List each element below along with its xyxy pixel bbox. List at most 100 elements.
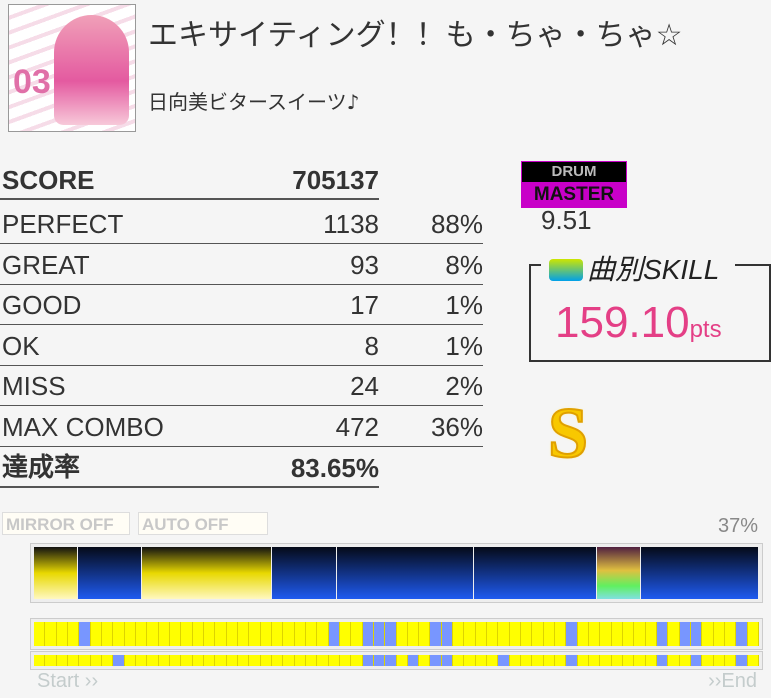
chip-cleared xyxy=(600,622,612,646)
chip-cleared xyxy=(668,622,680,646)
divider xyxy=(0,198,379,200)
chip-cleared xyxy=(532,655,544,666)
chip-cleared xyxy=(453,622,465,646)
song-artist: 日向美ビタースイーツ♪ xyxy=(148,90,360,114)
chip-cleared xyxy=(271,622,284,646)
score-label: SCORE xyxy=(2,165,95,195)
chip-cleared xyxy=(169,622,182,646)
judgement-count: 472 xyxy=(335,412,379,442)
chip-missed xyxy=(328,622,340,646)
divider xyxy=(0,283,483,285)
chip-cleared xyxy=(135,622,148,646)
chip-cleared xyxy=(34,622,46,646)
progress-percent: 37% xyxy=(717,515,758,537)
chip-missed xyxy=(657,655,669,666)
chip-cleared xyxy=(521,655,533,666)
chip-cleared xyxy=(147,622,159,646)
chip-cleared xyxy=(124,655,136,666)
chip-cleared xyxy=(351,655,363,666)
chip-cleared xyxy=(169,655,182,666)
chip-cleared xyxy=(226,622,238,646)
divider xyxy=(0,324,483,326)
chip-missed xyxy=(441,622,454,646)
divider xyxy=(0,446,483,447)
chip-cleared xyxy=(124,622,136,646)
chip-missed xyxy=(736,655,748,666)
chip-cleared xyxy=(328,655,340,666)
chip-cleared xyxy=(464,655,476,666)
judgement-count: 24 xyxy=(350,371,379,402)
chip-cleared xyxy=(611,622,624,646)
chip-cleared xyxy=(192,622,204,646)
judgement-label: GREAT xyxy=(2,249,90,280)
chip-missed xyxy=(679,622,692,646)
chip-cleared xyxy=(181,655,193,666)
section-yellow xyxy=(34,547,78,599)
chip-missed xyxy=(498,655,510,666)
difficulty-name: MASTER xyxy=(522,182,626,207)
chip-cleared xyxy=(271,655,284,666)
chip-cleared xyxy=(407,622,420,646)
chip-cleared xyxy=(101,622,114,646)
section-progress-bar xyxy=(30,543,763,603)
chip-cleared xyxy=(509,655,522,666)
chip-cleared xyxy=(532,622,544,646)
judgement-percent: 2% xyxy=(445,371,483,402)
chip-cleared xyxy=(419,622,431,646)
start-label: Start ›› xyxy=(37,670,99,692)
judgement-percent: 36% xyxy=(430,412,483,442)
chip-missed xyxy=(691,655,703,666)
chip-missed xyxy=(430,655,442,666)
chip-cleared xyxy=(623,622,635,646)
divider xyxy=(0,486,379,488)
chip-cleared xyxy=(725,622,737,646)
chip-missed xyxy=(691,622,703,646)
difficulty-level: 9.51 xyxy=(541,205,592,235)
section-blue xyxy=(271,547,338,599)
chip-cleared xyxy=(634,622,646,646)
chip-missed xyxy=(362,622,374,646)
score-row: SCORE 705137 xyxy=(0,160,483,200)
auto-option: AUTO OFF xyxy=(138,512,268,535)
chip-cleared xyxy=(90,655,102,666)
judgement-count: 93 xyxy=(350,249,379,280)
chip-cleared xyxy=(294,622,306,646)
chip-cleared xyxy=(702,622,714,646)
skill-title: 曲別SKILL xyxy=(587,254,720,285)
song-title: エキサイティング！！も・ちゃ・ちゃ☆ xyxy=(148,18,683,53)
chip-cleared xyxy=(487,655,499,666)
section-blue xyxy=(77,547,142,599)
chip-cleared xyxy=(203,655,216,666)
section-rainbow xyxy=(596,547,642,599)
chip-cleared xyxy=(396,655,408,666)
chip-cleared xyxy=(67,655,80,666)
skill-number: 159.10 xyxy=(555,298,690,347)
rank-icon: S xyxy=(547,392,589,474)
chip-missed xyxy=(441,655,454,666)
achievement-value: 83.65% xyxy=(290,453,379,483)
chip-cleared xyxy=(56,655,68,666)
chip-cleared xyxy=(419,655,431,666)
chip-cleared xyxy=(45,622,57,646)
chip-cleared xyxy=(294,655,306,666)
chip-cleared xyxy=(747,655,759,666)
chip-cleared xyxy=(668,655,680,666)
chip-missed xyxy=(430,622,442,646)
skill-value: 159.10pts xyxy=(555,298,722,348)
judgement-label: MAX COMBO xyxy=(2,412,164,442)
difficulty-badge: DRUM MASTER xyxy=(521,161,627,208)
judgement-row: PERFECT 1138 88% xyxy=(0,204,483,244)
judgement-count: 8 xyxy=(364,330,379,361)
chip-cleared xyxy=(555,655,567,666)
chip-row-top xyxy=(30,618,763,650)
judgement-label: PERFECT xyxy=(2,209,124,239)
chip-missed xyxy=(79,622,91,646)
chip-missed xyxy=(373,622,386,646)
chip-missed xyxy=(113,655,125,666)
chip-cleared xyxy=(158,622,170,646)
chip-missed xyxy=(362,655,374,666)
chip-cleared xyxy=(747,622,759,646)
chip-cleared xyxy=(498,622,510,646)
chip-cleared xyxy=(453,655,465,666)
chip-cleared xyxy=(56,622,68,646)
